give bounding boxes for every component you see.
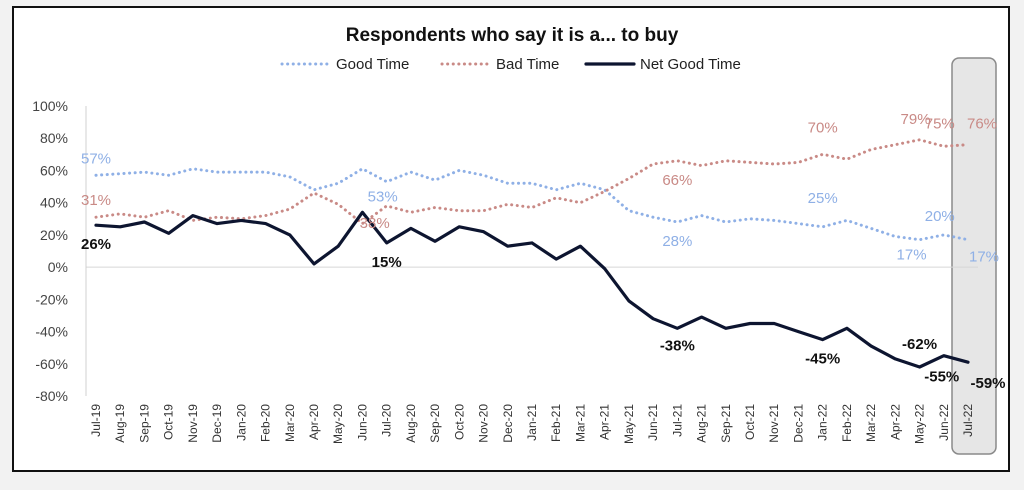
- x-tick-label: Jan-22: [816, 404, 830, 441]
- data-label: 25%: [808, 190, 838, 207]
- series-line-net-good-time: [94, 210, 970, 369]
- data-label: -62%: [902, 336, 937, 353]
- data-label: 70%: [808, 119, 838, 136]
- y-tick-label: 40%: [40, 195, 68, 211]
- highlight-box: [951, 57, 997, 455]
- x-tick-label: Feb-21: [549, 404, 563, 442]
- data-label: 28%: [662, 233, 692, 250]
- legend-label: Good Time: [336, 56, 409, 73]
- y-tick-label: 0%: [48, 259, 68, 275]
- y-tick-label: 60%: [40, 162, 68, 178]
- x-tick-label: Nov-20: [477, 404, 491, 443]
- y-tick-label: 20%: [40, 227, 68, 243]
- data-label: 75%: [925, 115, 955, 132]
- x-axis: Jul-19 Aug-19 Sep-19 Oct-19 Nov-19 Dec-19 Jan-…: [89, 404, 975, 444]
- data-label: 57%: [81, 150, 111, 167]
- x-tick-label: Apr-21: [598, 404, 612, 440]
- y-tick-label: -60%: [35, 356, 68, 372]
- chart-frame: [12, 6, 1010, 472]
- x-tick-label: Jun-20: [355, 404, 369, 441]
- legend-label: Net Good Time: [640, 56, 741, 73]
- x-tick-label: Jun-22: [937, 404, 951, 441]
- x-tick-label: Aug-21: [695, 404, 709, 443]
- x-tick-label: Apr-22: [888, 404, 902, 440]
- x-tick-label: Oct-20: [452, 404, 466, 440]
- data-label: 17%: [897, 247, 927, 264]
- x-tick-label: Jun-21: [646, 404, 660, 441]
- x-tick-label: Feb-22: [840, 404, 854, 442]
- x-tick-label: Nov-19: [186, 404, 200, 443]
- series-layer: [94, 138, 970, 369]
- x-tick-label: Sep-20: [428, 404, 442, 443]
- x-tick-label: Apr-20: [307, 404, 321, 440]
- x-tick-label: Sep-21: [719, 404, 733, 443]
- y-tick-label: -20%: [35, 291, 68, 307]
- data-label: 31%: [81, 192, 111, 209]
- data-label: 17%: [969, 249, 999, 266]
- y-tick-label: 100%: [32, 98, 68, 114]
- x-tick-label: Mar-21: [573, 404, 587, 442]
- x-tick-label: Nov-21: [767, 404, 781, 443]
- data-labels: 57% 53% 28% 25% 17% 20% 17% 31% 38% 66% 70% 79%75% 7…: [81, 111, 1006, 392]
- data-label: -38%: [660, 337, 695, 354]
- x-tick-label: Sep-19: [137, 404, 151, 443]
- legend-label: Bad Time: [496, 56, 559, 73]
- x-tick-label: Aug-19: [113, 404, 127, 443]
- y-tick-label: 80%: [40, 130, 68, 146]
- x-tick-label: May-22: [913, 404, 927, 444]
- data-label: 15%: [372, 254, 402, 271]
- x-tick-label: Jul-21: [670, 404, 684, 437]
- chart-title: Respondents who say it is a... to buy: [346, 25, 679, 46]
- data-label: 53%: [368, 189, 398, 206]
- x-tick-label: Jan-21: [525, 404, 539, 441]
- data-label: 76%: [967, 116, 997, 133]
- data-label: 20%: [925, 208, 955, 225]
- x-tick-label: Jul-19: [89, 404, 103, 437]
- x-tick-label: Jul-20: [380, 404, 394, 437]
- data-label: -45%: [805, 351, 840, 368]
- data-label: 38%: [360, 215, 390, 232]
- x-tick-label: Jan-20: [234, 404, 248, 441]
- y-tick-label: -40%: [35, 324, 68, 340]
- x-tick-label: Aug-20: [404, 404, 418, 443]
- data-label: 26%: [81, 236, 111, 253]
- y-axis: 100% 80% 60% 40% 20% 0% -20% -40% -60% -80%: [32, 98, 68, 404]
- x-tick-label: Jul-22: [961, 404, 975, 437]
- x-tick-label: Dec-20: [501, 404, 515, 443]
- y-tick-label: -80%: [35, 388, 68, 404]
- data-label: 66%: [662, 172, 692, 189]
- x-tick-label: Dec-19: [210, 404, 224, 443]
- legend: Good Time Bad Time Net Good Time: [280, 56, 741, 73]
- x-tick-label: May-21: [622, 404, 636, 444]
- x-tick-label: Oct-21: [743, 404, 757, 440]
- series-line-good-time: [94, 167, 970, 242]
- x-tick-label: Dec-21: [791, 404, 805, 443]
- series-line-bad-time: [94, 138, 970, 226]
- x-tick-label: Mar-22: [864, 404, 878, 442]
- x-tick-label: Mar-20: [283, 404, 297, 442]
- x-tick-label: Feb-20: [259, 404, 273, 442]
- x-tick-label: Oct-19: [162, 404, 176, 440]
- data-label: 79%: [901, 111, 931, 128]
- x-tick-label: May-20: [331, 404, 345, 444]
- data-label: -55%: [924, 369, 959, 386]
- data-label: -59%: [970, 375, 1005, 392]
